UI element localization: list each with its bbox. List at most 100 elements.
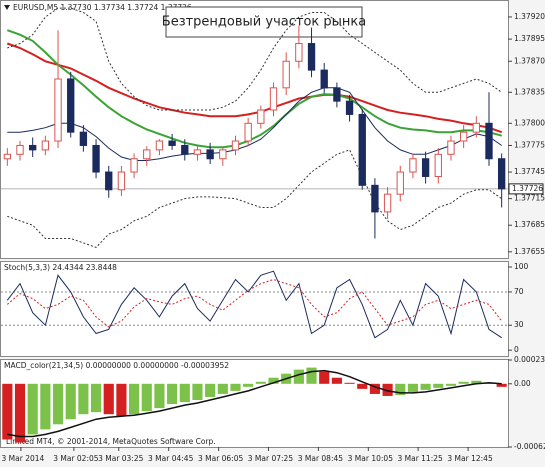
- histogram-bar: [90, 383, 102, 413]
- candle-body: [345, 100, 354, 115]
- candle-body: [358, 113, 366, 186]
- histogram-bar: [369, 383, 380, 394]
- candle-body: [54, 78, 62, 142]
- y-tick-label: 0: [514, 345, 519, 354]
- x-tick-label: 3 Mar 08:45: [298, 454, 344, 463]
- histogram-bar: [255, 381, 266, 384]
- macd-title: MACD_color(21,34,5) 0.00000000 0.0000000…: [4, 361, 229, 370]
- candle-body: [333, 87, 341, 102]
- y-tick-label: 1.37895: [514, 34, 545, 43]
- copyright: Limited MT4, © 2001-2014, MetaQuotes Sof…: [6, 437, 216, 446]
- histogram-bar: [14, 383, 26, 443]
- y-tick-label: 0.00: [514, 379, 531, 388]
- stoch-panel: [0, 261, 509, 357]
- candle-body: [193, 149, 202, 155]
- candle-body: [497, 158, 506, 190]
- histogram-bar: [129, 383, 140, 415]
- candle-body: [459, 131, 468, 142]
- candle-body: [3, 153, 12, 160]
- dropdown-icon[interactable]: [4, 5, 10, 10]
- histogram-bar: [52, 383, 64, 425]
- y-tick-label: 1.37745: [514, 167, 545, 176]
- histogram-bar: [395, 383, 406, 395]
- candle-body: [41, 140, 50, 151]
- candle-body: [269, 87, 278, 111]
- histogram-bar: [2, 383, 13, 440]
- histogram-bar: [433, 383, 444, 388]
- histogram-bar: [496, 383, 507, 387]
- histogram-bar: [243, 383, 254, 387]
- candle-body: [485, 122, 493, 160]
- histogram-bar: [420, 383, 431, 390]
- y-tick-label: 1.37870: [514, 56, 545, 65]
- candle-body: [472, 122, 480, 133]
- line-series: [7, 369, 502, 438]
- x-tick-label: 3 Mar 07:25: [248, 454, 294, 463]
- histogram-bar: [458, 381, 469, 384]
- y-tick-label: 1.37715: [514, 194, 545, 203]
- y-tick-label: 100: [514, 262, 529, 271]
- macd-panel: [0, 359, 509, 448]
- histogram-bar: [40, 383, 51, 430]
- candle-body: [295, 43, 303, 62]
- histogram-bar: [192, 383, 203, 401]
- histogram-bar: [344, 382, 355, 384]
- line-series: [7, 7, 502, 111]
- histogram-bar: [407, 383, 419, 392]
- line-series: [6, 29, 502, 149]
- histogram-bar: [230, 383, 241, 391]
- y-tick-label: 1.37800: [514, 118, 545, 127]
- candle-body: [181, 144, 189, 155]
- candle-body: [117, 171, 126, 191]
- candle-body: [383, 193, 392, 213]
- candle-body: [168, 140, 176, 146]
- candle-body: [421, 158, 430, 177]
- histogram-bar: [167, 383, 178, 405]
- histogram-bar: [445, 383, 457, 386]
- histogram-bar: [268, 377, 279, 384]
- candle-body: [396, 171, 404, 195]
- histogram-bar: [141, 383, 152, 412]
- histogram-bar: [217, 383, 228, 394]
- annotation-box: [165, 6, 363, 38]
- y-tick-label: 0.000235: [514, 355, 545, 364]
- candle-body: [130, 158, 138, 173]
- last-price-label: 1.37726: [512, 184, 543, 193]
- candle-body: [143, 149, 151, 160]
- histogram-bar: [306, 367, 317, 384]
- line-series: [6, 42, 503, 134]
- candle-body: [219, 149, 227, 160]
- histogram-bar: [78, 383, 89, 415]
- histogram-bar: [319, 371, 330, 384]
- x-tick-label: 3 Mar 04:45: [148, 454, 194, 463]
- line-series: [7, 87, 502, 161]
- candle-body: [105, 171, 113, 191]
- y-tick-label: 1.37775: [514, 140, 545, 149]
- y-tick-label: -0.000624: [514, 442, 545, 451]
- histogram-bar: [471, 380, 482, 384]
- histogram-bar: [179, 383, 190, 403]
- y-tick-label: 1.37835: [514, 87, 545, 96]
- histogram-bar: [382, 383, 393, 396]
- candle-body: [434, 153, 442, 177]
- candle-body: [16, 144, 24, 155]
- y-tick-label: 1.37655: [514, 247, 545, 256]
- line-series: [7, 149, 502, 248]
- candle-body: [447, 140, 455, 155]
- candle-body: [257, 109, 265, 124]
- histogram-bar: [331, 377, 342, 384]
- histogram-bar: [103, 383, 114, 415]
- histogram-bar: [205, 383, 216, 397]
- candle-body: [92, 144, 100, 173]
- candle-body: [29, 144, 37, 151]
- candle-body: [409, 158, 417, 173]
- last-price-box: [508, 183, 544, 195]
- histogram-bar: [27, 383, 38, 435]
- candle-body: [282, 60, 290, 89]
- histogram-bar: [357, 383, 368, 389]
- x-tick-label: 3 Mar 10:05: [348, 454, 394, 463]
- y-tick-label: 70: [514, 287, 524, 296]
- candle-body: [307, 43, 316, 71]
- candle-body: [231, 140, 240, 151]
